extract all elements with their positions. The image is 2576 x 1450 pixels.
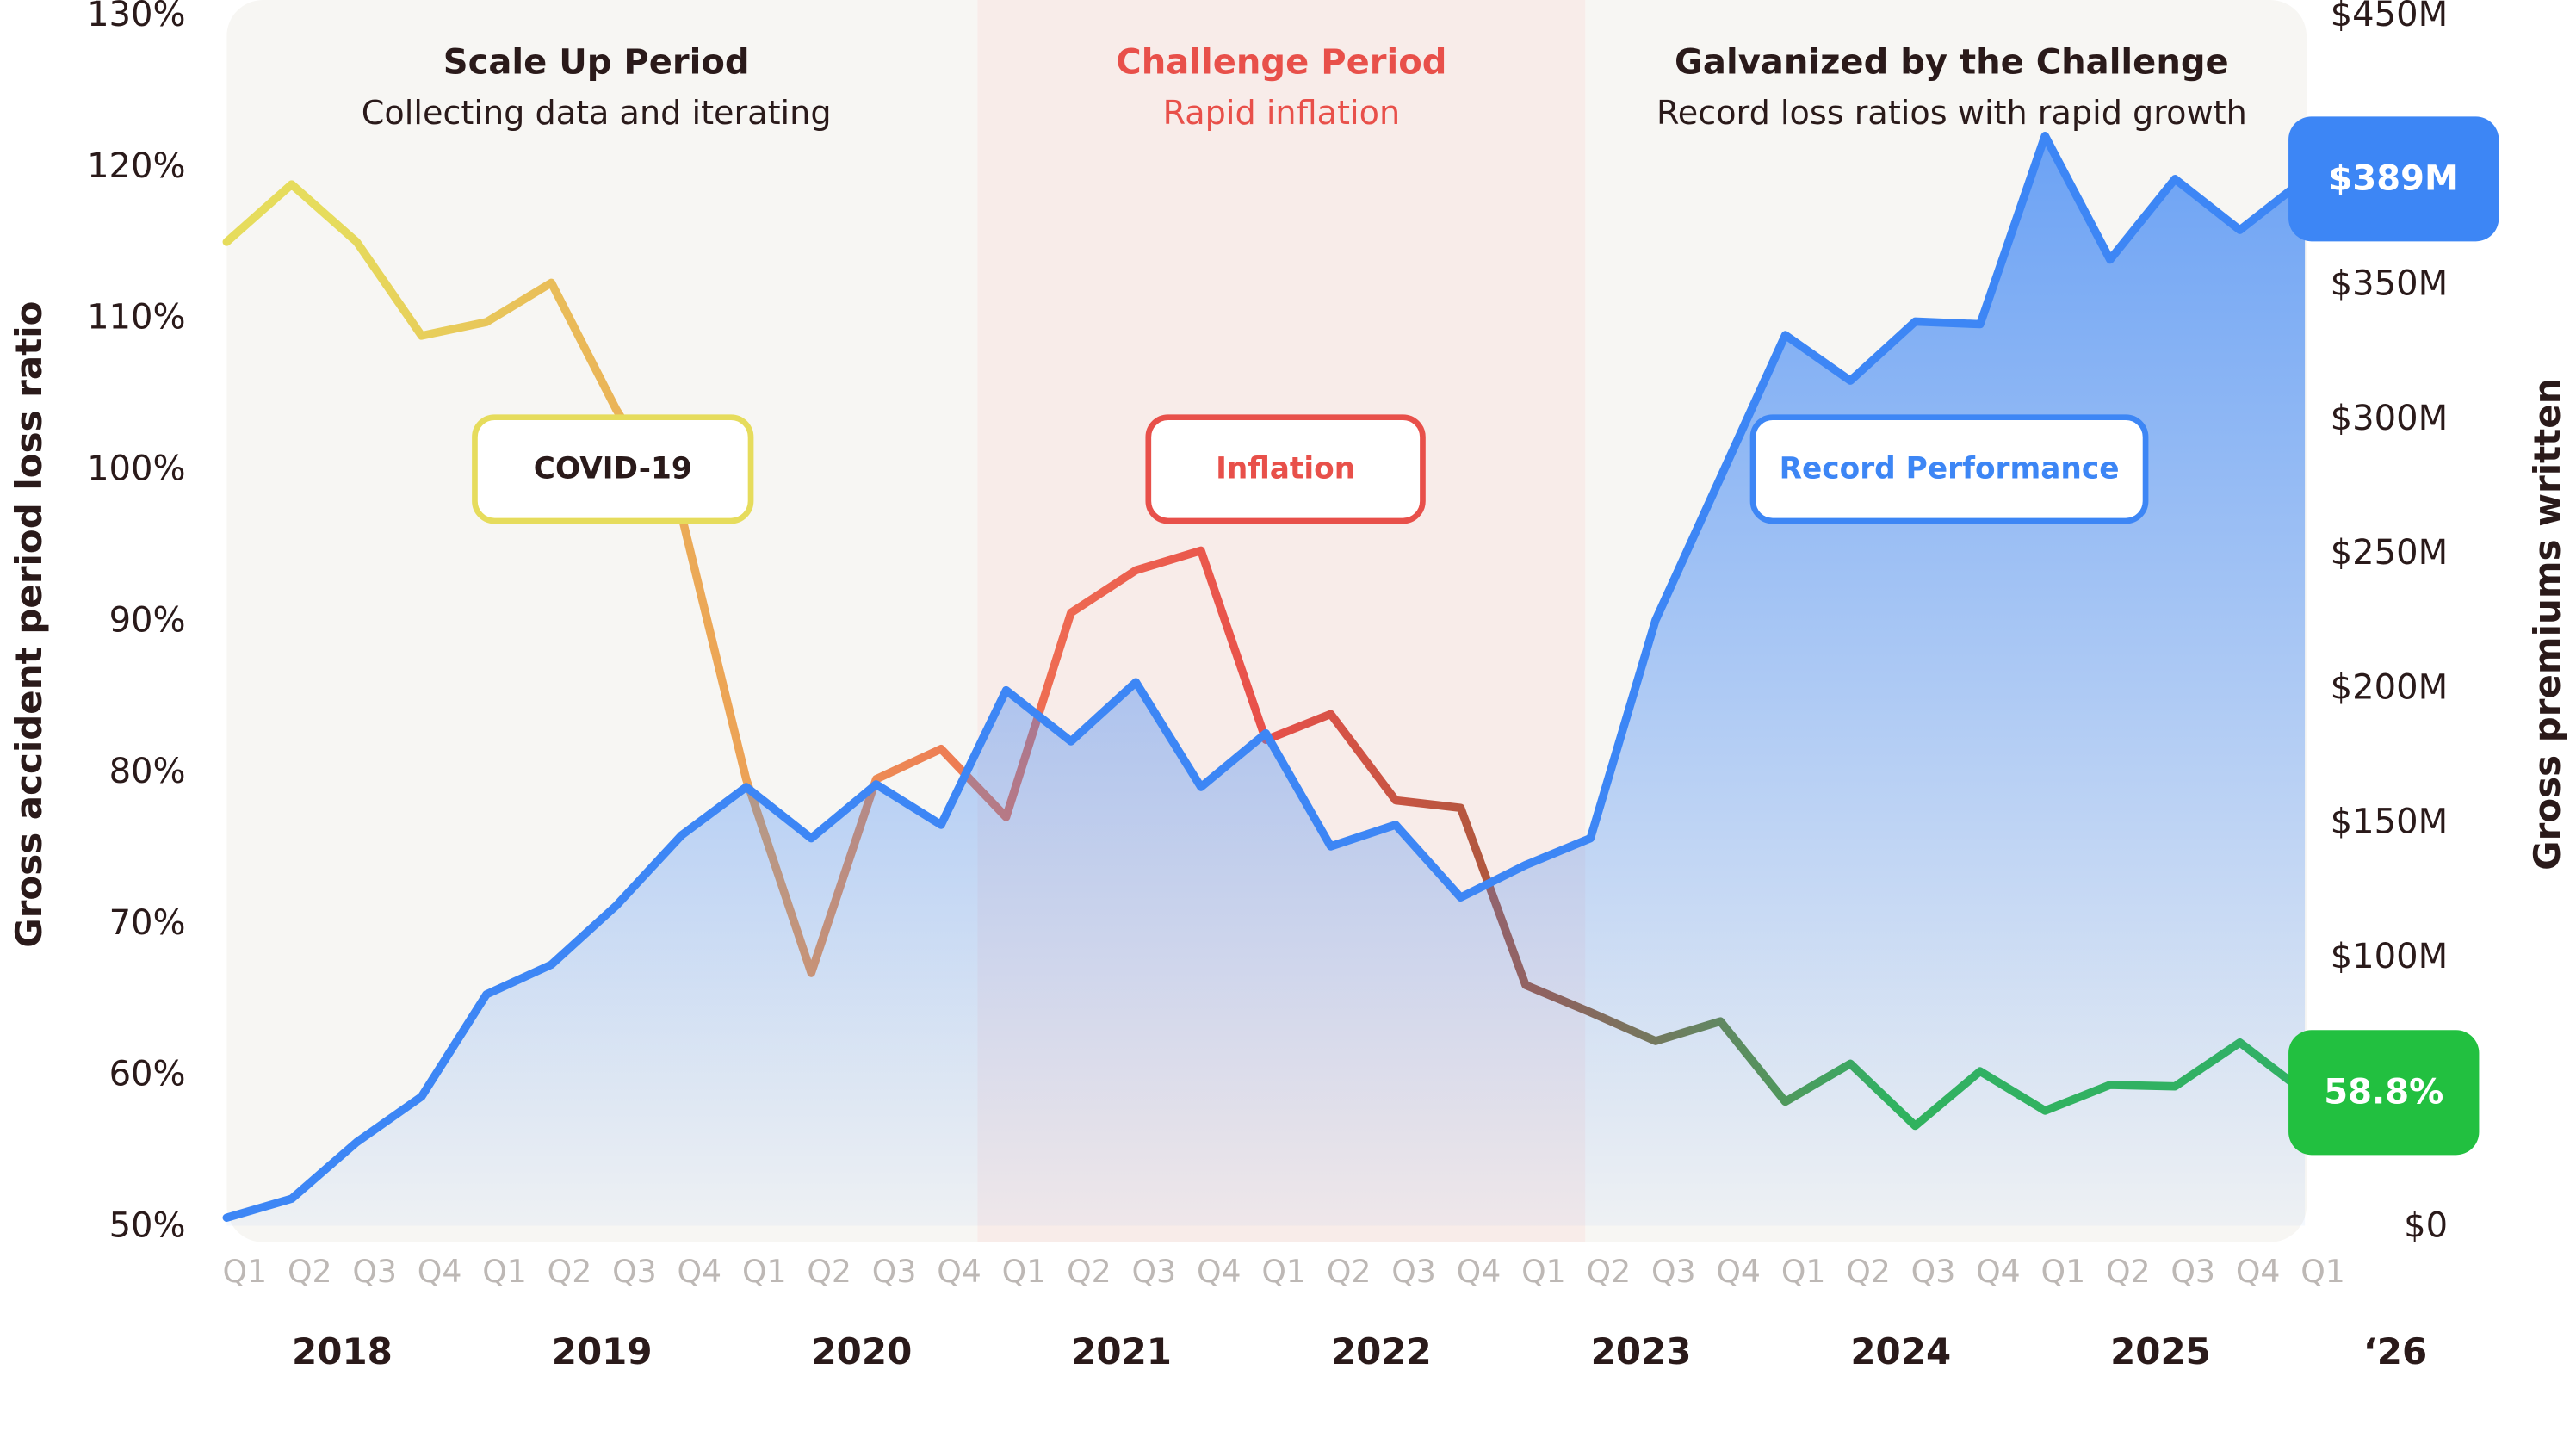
y-tick-label: 50% <box>109 1205 186 1245</box>
year-label: 2025 <box>2110 1330 2211 1373</box>
x-tick-label: Q1 <box>1781 1253 1826 1290</box>
x-tick-label: Q1 <box>482 1253 527 1290</box>
y-tick-label: 60% <box>109 1055 186 1094</box>
y2-tick-label: $450M <box>2331 0 2449 34</box>
y-tick-label: 80% <box>109 752 186 791</box>
y-axis-title: Gross accident period loss ratio <box>8 301 50 948</box>
end-label: $389M <box>2329 159 2459 199</box>
x-tick-label: Q2 <box>2106 1253 2151 1290</box>
x-tick-label: Q4 <box>1976 1253 2021 1290</box>
x-tick-label: Q4 <box>937 1253 981 1290</box>
premium-area <box>226 135 2306 1226</box>
x-tick-label: Q1 <box>742 1253 787 1290</box>
x-tick-label: Q1 <box>223 1253 268 1290</box>
annotation-box <box>472 414 754 524</box>
period-subtitle: Rapid inflation <box>1163 94 1401 132</box>
series-line <box>222 132 2309 1222</box>
annotation-text: COVID-19 <box>534 451 692 486</box>
period-subtitle: Record loss ratios with rapid growth <box>1656 94 2247 132</box>
x-tick-label: Q1 <box>2300 1253 2345 1290</box>
period-title: Galvanized by the Challenge <box>1675 42 2229 82</box>
x-tick-label: Q2 <box>548 1253 592 1290</box>
year-label: 2023 <box>1591 1330 1692 1373</box>
period-title: Challenge Period <box>1116 42 1446 82</box>
year-label: 2022 <box>1331 1330 1432 1373</box>
y2-tick-label: $0 <box>2404 1205 2448 1245</box>
end-label-box <box>2288 116 2499 242</box>
y2-tick-label: $350M <box>2331 264 2449 304</box>
x-tick-label: Q4 <box>1457 1253 1502 1290</box>
x-tick-label: Q2 <box>288 1253 332 1290</box>
x-tick-label: Q2 <box>1067 1253 1112 1290</box>
x-tick-label: Q2 <box>1846 1253 1891 1290</box>
x-tick-label: Q4 <box>2236 1253 2281 1290</box>
end-label: 58.8% <box>2324 1073 2443 1112</box>
x-tick-label: Q3 <box>1911 1253 1956 1290</box>
y-tick-label: 120% <box>87 146 186 186</box>
y2-tick-label: $100M <box>2331 937 2449 976</box>
x-tick-label: Q3 <box>872 1253 917 1290</box>
x-tick-label: Q3 <box>2170 1253 2215 1290</box>
x-tick-label: Q3 <box>1132 1253 1177 1290</box>
annotation-box <box>1749 414 2149 524</box>
annotation-text: Record Performance <box>1780 451 2120 486</box>
period-subtitle: Collecting data and iterating <box>362 94 832 132</box>
y-tick-label: 130% <box>87 0 186 34</box>
x-tick-label: Q1 <box>1261 1253 1306 1290</box>
y2-tick-label: $250M <box>2331 533 2449 573</box>
y2-axis-title: Gross premiums written <box>2526 378 2568 870</box>
x-tick-label: Q3 <box>352 1253 397 1290</box>
y-tick-label: 70% <box>109 903 186 943</box>
y2-tick-label: $300M <box>2331 399 2449 438</box>
period-title: Scale Up Period <box>443 42 750 82</box>
x-tick-label: Q2 <box>1327 1253 1372 1290</box>
x-tick-label: Q1 <box>1002 1253 1047 1290</box>
y2-tick-label: $200M <box>2331 667 2449 707</box>
x-tick-label: Q2 <box>1587 1253 1632 1290</box>
year-label: 2020 <box>811 1330 912 1373</box>
year-label: 2018 <box>292 1330 393 1373</box>
end-label-box <box>2288 1030 2480 1156</box>
x-tick-label: Q2 <box>807 1253 851 1290</box>
y-tick-label: 90% <box>109 600 186 640</box>
x-tick-label: Q4 <box>1716 1253 1761 1290</box>
x-tick-label: Q3 <box>612 1253 657 1290</box>
x-tick-label: Q4 <box>1197 1253 1242 1290</box>
year-label: 2024 <box>1850 1330 1951 1373</box>
y-tick-label: 100% <box>87 449 186 488</box>
y2-tick-label: $150M <box>2331 802 2449 842</box>
x-tick-label: Q4 <box>418 1253 462 1290</box>
x-tick-label: Q3 <box>1391 1253 1436 1290</box>
annotation-text: Inflation <box>1216 451 1355 486</box>
y-tick-label: 110% <box>87 298 186 338</box>
year-label: 2021 <box>1071 1330 1172 1373</box>
x-tick-label: Q1 <box>1521 1253 1566 1290</box>
x-tick-label: Q1 <box>2041 1253 2086 1290</box>
annotation-box <box>1145 414 1426 524</box>
year-label: ‘26 <box>2363 1330 2427 1373</box>
year-label: 2019 <box>552 1330 653 1373</box>
x-tick-label: Q4 <box>678 1253 722 1290</box>
x-tick-label: Q3 <box>1651 1253 1696 1290</box>
